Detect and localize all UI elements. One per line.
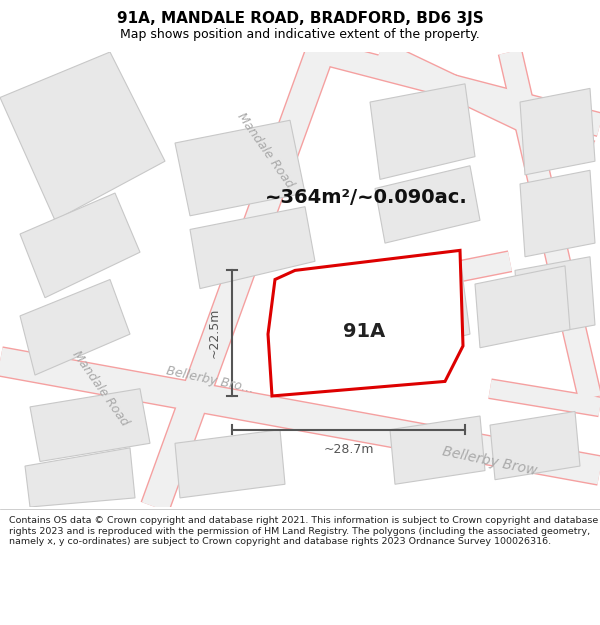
Polygon shape xyxy=(20,193,140,298)
Polygon shape xyxy=(370,257,470,357)
Polygon shape xyxy=(25,448,135,507)
Polygon shape xyxy=(190,207,315,289)
Polygon shape xyxy=(370,84,475,179)
Polygon shape xyxy=(175,120,305,216)
Text: 91A, MANDALE ROAD, BRADFORD, BD6 3JS: 91A, MANDALE ROAD, BRADFORD, BD6 3JS xyxy=(116,11,484,26)
Polygon shape xyxy=(20,279,130,375)
Polygon shape xyxy=(520,170,595,257)
Text: Mandale Road: Mandale Road xyxy=(234,110,296,191)
Text: ~22.5m: ~22.5m xyxy=(208,308,221,358)
Text: Map shows position and indicative extent of the property.: Map shows position and indicative extent… xyxy=(120,28,480,41)
Text: Mandale Road: Mandale Road xyxy=(69,349,131,429)
Text: 91A: 91A xyxy=(343,322,385,341)
Polygon shape xyxy=(490,411,580,480)
Text: Bellerby Brow: Bellerby Brow xyxy=(442,444,539,478)
Polygon shape xyxy=(268,251,463,396)
Polygon shape xyxy=(0,52,165,221)
Polygon shape xyxy=(475,266,570,348)
Text: Contains OS data © Crown copyright and database right 2021. This information is : Contains OS data © Crown copyright and d… xyxy=(9,516,598,546)
Polygon shape xyxy=(175,429,285,498)
Text: ~364m²/~0.090ac.: ~364m²/~0.090ac. xyxy=(265,188,468,207)
Polygon shape xyxy=(520,88,595,175)
Polygon shape xyxy=(390,416,485,484)
Text: Bellerby Bro…: Bellerby Bro… xyxy=(165,364,255,395)
Polygon shape xyxy=(515,257,595,339)
Text: ~28.7m: ~28.7m xyxy=(323,443,374,456)
Polygon shape xyxy=(30,389,150,461)
Polygon shape xyxy=(375,166,480,243)
